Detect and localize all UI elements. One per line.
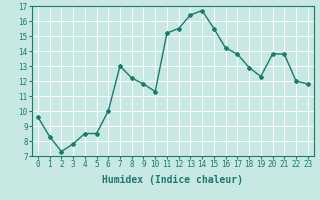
X-axis label: Humidex (Indice chaleur): Humidex (Indice chaleur)	[102, 175, 243, 185]
